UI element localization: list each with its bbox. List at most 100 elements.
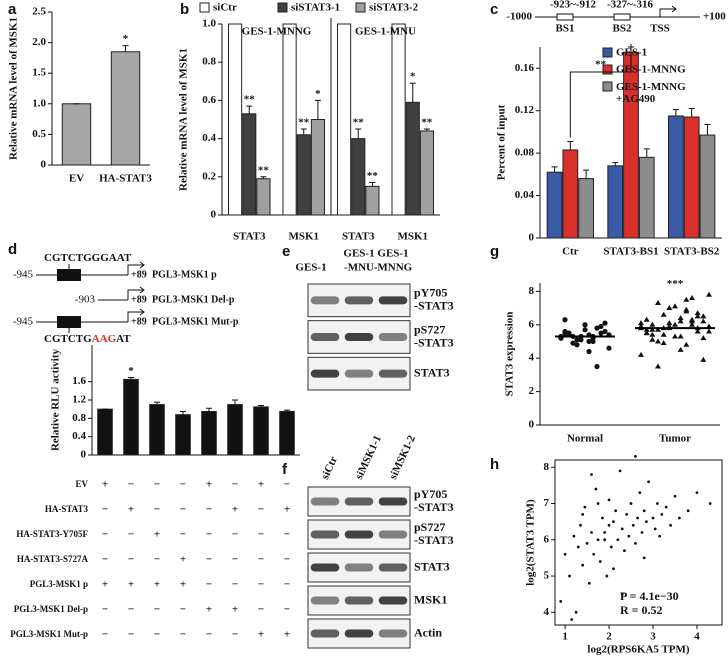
bar	[668, 115, 684, 239]
point	[664, 505, 668, 509]
error-bar	[314, 99, 321, 120]
mef-box	[57, 316, 81, 328]
dot	[562, 317, 568, 323]
y-axis-label: Percent of input	[496, 104, 508, 180]
y-tick-label: 2.0	[32, 36, 46, 48]
legend-label: siCtr	[213, 2, 237, 14]
point	[596, 502, 600, 505]
bar	[562, 149, 579, 239]
dot	[694, 313, 701, 319]
bar	[683, 116, 700, 239]
point	[587, 581, 591, 585]
significance: **	[258, 164, 270, 176]
y-tick-label: 0.12	[515, 104, 535, 116]
condition-name: HA-STAT3	[45, 504, 89, 514]
point	[653, 527, 657, 531]
point	[625, 512, 629, 516]
bar	[61, 103, 92, 166]
condition-sign: −	[284, 479, 290, 491]
condition-name: EV	[75, 479, 88, 489]
condition-sign: −	[102, 604, 108, 616]
dot	[638, 351, 644, 357]
binding-site	[556, 13, 574, 21]
significance: **	[367, 170, 379, 182]
dot	[660, 331, 667, 337]
condition-sign: −	[102, 504, 108, 516]
blot-band	[310, 497, 340, 506]
point	[594, 487, 598, 491]
condition-sign: −	[206, 579, 212, 591]
point	[627, 534, 631, 538]
bar	[365, 185, 380, 216]
dot	[677, 346, 684, 352]
error-bar	[688, 108, 695, 118]
bar	[227, 23, 243, 216]
error-bar	[423, 128, 430, 131]
construct-name: PGL3-MSK1 p	[152, 269, 217, 280]
y-tick-label: 0	[529, 419, 535, 431]
dot	[694, 310, 701, 316]
point	[647, 480, 651, 484]
legend-label: siSTAT3-2	[369, 2, 419, 14]
dot	[582, 327, 588, 333]
point	[607, 498, 611, 502]
dot	[700, 356, 707, 362]
y-tick-label: 1.0	[202, 18, 216, 30]
point	[576, 545, 580, 549]
dot	[570, 340, 576, 346]
blot-band	[310, 563, 340, 572]
point	[669, 523, 672, 527]
error-bar	[300, 128, 307, 135]
y-tick-label: 0	[81, 449, 87, 461]
dot	[677, 333, 684, 339]
point	[609, 545, 613, 549]
bar	[256, 178, 271, 216]
condition-sign: −	[206, 504, 212, 516]
point	[559, 600, 563, 603]
condition-sign: −	[206, 629, 212, 641]
point	[583, 505, 587, 509]
dot	[660, 340, 667, 346]
bar	[578, 178, 594, 239]
point	[592, 552, 596, 556]
blot-band	[310, 333, 340, 341]
row-label: pS727	[414, 520, 445, 534]
legend-swatch	[602, 47, 613, 58]
site-position: -327~-316	[607, 0, 654, 11]
y-axis-label: log2(STAT3 TPM)	[525, 499, 537, 586]
condition-sign: +	[258, 629, 264, 641]
sequence: CGTCTGAAGAT	[44, 333, 131, 345]
promoter-end: -1000	[506, 11, 532, 23]
bar	[242, 113, 257, 216]
dot	[666, 305, 673, 311]
sequence-part: CGTCTGGGAAT	[44, 252, 132, 264]
x-tick-label: STAT3-BS2	[664, 246, 720, 258]
condition-sign: +	[154, 579, 160, 591]
panel-letter: c	[490, 1, 498, 18]
lane-label: siMSK1-1	[353, 434, 384, 482]
condition-sign: −	[284, 579, 290, 591]
condition-sign: −	[128, 554, 134, 566]
legend-label: GES-1-MNNG	[616, 64, 686, 76]
point	[686, 509, 690, 513]
condition-sign: −	[154, 554, 160, 566]
y-tick-label: 4	[544, 606, 550, 618]
dot	[700, 313, 707, 319]
lane-label: -MNU	[344, 262, 374, 274]
bar	[282, 23, 297, 216]
dot	[689, 295, 695, 301]
y-tick-label: 4	[529, 352, 535, 364]
construct-arrow	[127, 308, 145, 322]
error-bar	[704, 123, 711, 136]
y-tick-label: 6	[544, 533, 550, 545]
x-tick-label: 4	[694, 631, 700, 643]
row-label: MSK1	[414, 592, 447, 606]
construct-end: +89	[131, 316, 147, 327]
panel-letter: h	[490, 456, 499, 473]
condition-sign: −	[284, 529, 290, 541]
row-label: -STAT3	[414, 500, 454, 514]
construct-arrow	[127, 261, 145, 275]
condition-sign: −	[232, 479, 238, 491]
dot	[594, 363, 600, 370]
bar	[149, 404, 165, 456]
